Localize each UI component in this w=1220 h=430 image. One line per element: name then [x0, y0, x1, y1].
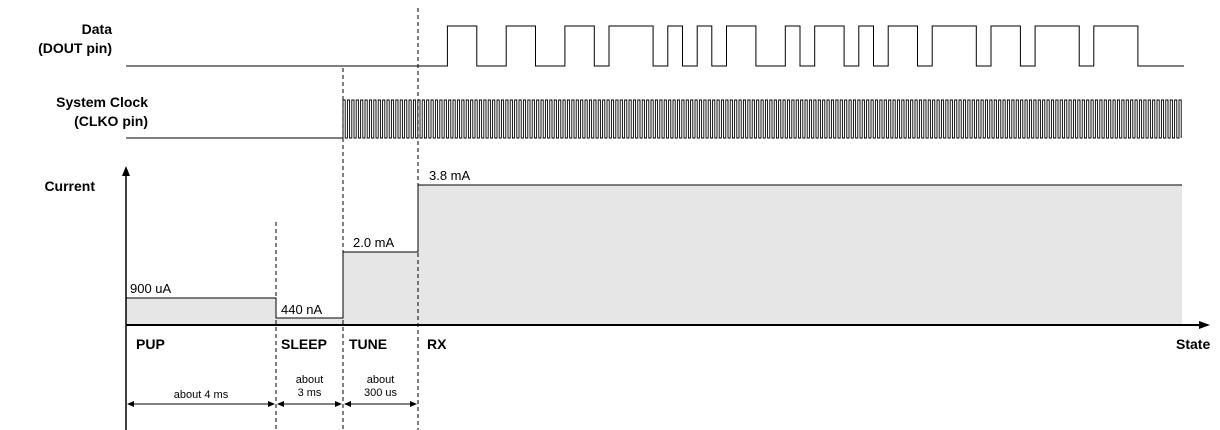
data-signal-label: Data (DOUT pin)	[38, 20, 112, 58]
data-label-line2: (DOUT pin)	[38, 40, 112, 56]
data-label-line1: Data	[81, 21, 112, 37]
clock-label-line1: System Clock	[56, 94, 148, 110]
state-label-tune: TUNE	[349, 336, 388, 352]
state-axis-arrow	[1199, 321, 1210, 329]
state-label-rx: RX	[427, 336, 447, 352]
current-fill-pup	[126, 298, 276, 325]
duration-tune: about 300 us	[363, 374, 398, 399]
state-label-sleep: SLEEP	[281, 336, 327, 352]
state-label-pup: PUP	[136, 336, 165, 352]
current-value-rx: 3.8 mA	[429, 168, 471, 183]
clock-label-line2: (CLKO pin)	[74, 113, 148, 129]
current-value-tune: 2.0 mA	[353, 235, 395, 250]
state-axis-label: State	[1176, 336, 1211, 352]
duration-pup: about 4 ms	[173, 389, 229, 401]
clock-signal-label: System Clock (CLKO pin)	[56, 93, 148, 131]
current-fill-sleep	[276, 318, 343, 325]
current-fill-tune	[343, 252, 418, 325]
duration-sleep: about 3 ms	[295, 374, 324, 399]
data-waveform	[418, 25, 1184, 67]
current-fill-rx	[418, 185, 1182, 325]
current-axis-label: Current	[44, 178, 95, 194]
duration-arrows	[127, 401, 417, 407]
current-value-pup: 900 uA	[130, 281, 172, 296]
current-value-sleep: 440 nA	[281, 302, 323, 317]
clock-waveform	[342, 99, 1182, 139]
current-axis-arrow	[122, 166, 130, 176]
